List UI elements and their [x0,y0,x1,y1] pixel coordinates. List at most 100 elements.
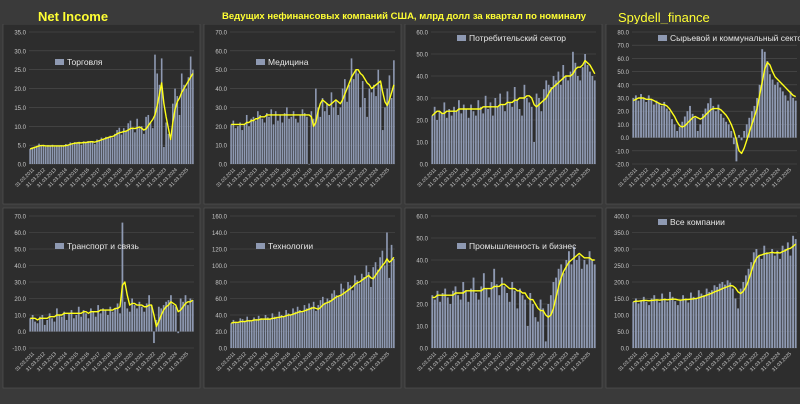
bar [477,100,480,164]
bar [506,293,508,348]
bar [121,222,124,332]
bar [540,111,543,164]
bar [632,301,635,348]
chart-panel-1: 0.05.010.015.020.025.030.035.031.03.2011… [2,24,201,205]
bar [552,282,555,348]
bar [526,326,529,348]
bar [177,331,180,334]
bar [372,267,375,348]
bar [29,148,31,164]
bar [167,300,170,332]
bar [513,290,516,348]
bar [264,315,267,348]
bar [542,308,545,348]
bar [183,84,185,164]
bar [498,295,501,348]
y-tick-label: 30.0 [416,97,428,103]
bar [239,318,242,348]
bar [56,308,58,332]
y-tick-label: 0.0 [18,163,27,169]
bar [303,113,306,164]
bar [179,298,182,332]
bar [255,319,258,349]
bar [69,142,72,164]
bar [712,105,715,138]
chart-panel-background [2,24,201,205]
bar [593,80,596,164]
bar [499,93,502,164]
bar [451,290,454,348]
bar [274,111,277,164]
bar [760,258,763,348]
bar [96,139,98,164]
bar [508,301,511,348]
bar [333,290,336,348]
y-tick-label: 0.0 [219,347,228,353]
bar [765,252,768,348]
bar [172,305,175,332]
bar [143,311,146,332]
bar [89,142,92,164]
bar [525,98,528,164]
chart-panel-2: 0.010.020.030.040.050.060.070.031.03.201… [203,24,402,205]
bar [545,80,548,164]
bar [653,295,656,348]
bar [317,305,320,348]
bar [297,122,299,164]
bar [162,305,165,332]
bar [114,133,116,164]
bar [97,305,100,332]
bar [637,303,640,348]
bar [272,124,275,164]
y-tick-label: -10.0 [615,149,629,155]
bar [742,282,745,348]
bar [356,280,359,348]
bar [176,96,179,164]
bar [341,88,344,164]
bar [248,126,250,164]
bar [726,280,729,348]
bar [684,298,687,348]
bar [85,142,87,164]
bar [792,235,795,348]
bar [114,308,117,332]
bar [506,91,509,164]
bar [445,117,448,164]
bar [178,114,181,164]
bar [586,264,588,348]
bar [125,130,127,164]
bar [160,58,163,164]
bar [67,145,69,164]
bar [720,113,722,138]
bar [379,84,382,164]
y-tick-label: 80.0 [617,31,629,37]
bar [645,101,648,138]
bar [686,111,689,138]
bar [34,321,36,332]
bar [123,301,126,332]
y-tick-label: 50.0 [14,248,26,254]
bar [51,144,54,164]
bar [129,120,132,164]
bar [319,116,322,164]
bar [232,120,235,164]
bar [288,118,290,164]
y-tick-label: 40.0 [14,264,26,270]
bar [781,245,784,348]
bar [77,306,80,332]
bar [530,106,533,164]
bar [351,290,354,348]
bar [390,98,393,164]
bar [578,255,581,348]
bar [323,111,326,164]
bar [687,302,690,348]
bar [252,116,255,164]
bar [580,268,583,348]
bar [237,126,239,164]
bar [579,80,582,164]
bar [544,341,547,348]
bar [145,116,147,164]
bar [286,107,288,164]
bar [138,128,141,164]
legend-swatch [658,219,667,225]
